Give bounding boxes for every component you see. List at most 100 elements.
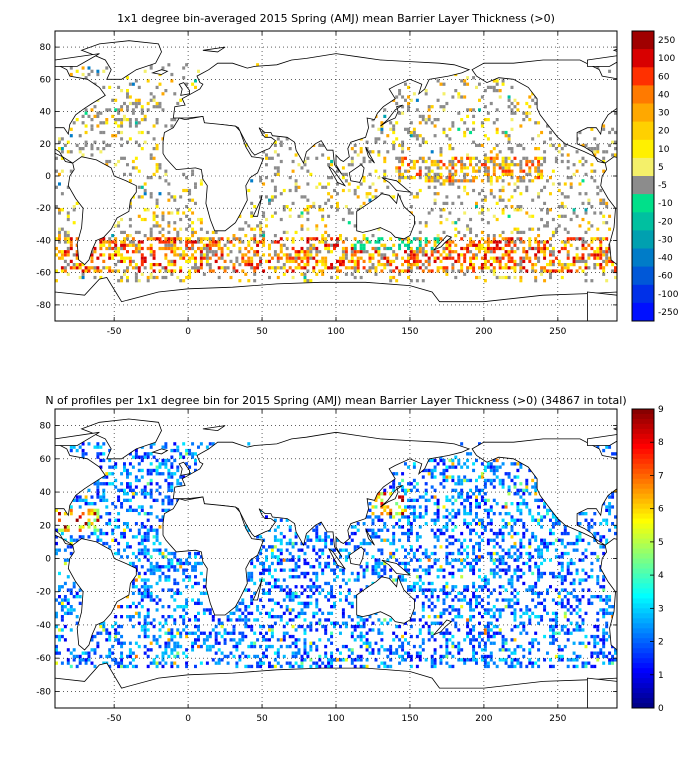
- data-cell: [164, 578, 168, 582]
- data-cell: [197, 611, 200, 616]
- data-cell: [421, 648, 425, 652]
- data-cell: [353, 263, 357, 267]
- data-cell: [173, 246, 177, 251]
- data-cell: [551, 234, 555, 238]
- data-cell: [436, 575, 440, 579]
- data-cell: [409, 618, 413, 622]
- data-cell: [69, 651, 73, 655]
- data-cell: [244, 143, 248, 148]
- data-cell: [383, 179, 387, 183]
- data-cell: [386, 621, 390, 625]
- data-cell: [241, 618, 245, 622]
- data-cell: [433, 638, 437, 642]
- data-cell: [143, 615, 147, 619]
- data-cell: [285, 541, 289, 546]
- data-cell: [188, 188, 192, 193]
- data-cell: [81, 147, 85, 151]
- data-cell: [152, 498, 156, 503]
- data-cell: [223, 266, 227, 270]
- data-cell: [276, 638, 280, 642]
- data-cell: [602, 253, 606, 257]
- data-cell: [377, 518, 381, 522]
- data-cell: [270, 256, 274, 260]
- data-cell: [270, 156, 274, 160]
- data-cell: [383, 661, 387, 665]
- data-cell: [442, 485, 446, 489]
- data-cell: [93, 502, 97, 506]
- data-cell: [155, 221, 159, 225]
- data-cell: [114, 505, 118, 509]
- data-cell: [525, 163, 529, 167]
- data-cell: [84, 651, 88, 655]
- data-cell: [407, 176, 410, 180]
- data-cell: [614, 275, 617, 280]
- data-cell: [191, 240, 195, 244]
- data-cell: [451, 541, 455, 546]
- data-cell: [158, 246, 162, 251]
- data-cell: [146, 279, 150, 283]
- gridlines: [55, 31, 617, 321]
- data-cell: [194, 624, 197, 629]
- data-cell: [442, 475, 446, 479]
- data-cell: [288, 525, 292, 529]
- data-cell: [303, 253, 307, 257]
- data-cell: [155, 535, 159, 539]
- data-cell: [424, 121, 428, 125]
- data-cell: [433, 134, 437, 138]
- data-cell: [356, 195, 360, 199]
- data-cell: [149, 266, 153, 270]
- data-cell: [312, 266, 316, 270]
- data-cell: [324, 651, 328, 655]
- data-cell: [75, 591, 79, 596]
- data-cell: [235, 618, 239, 622]
- data-cell: [58, 182, 61, 186]
- data-cell: [149, 468, 153, 473]
- data-cell: [318, 664, 322, 669]
- data-cell: [513, 269, 517, 273]
- data-cell: [489, 658, 493, 662]
- data-cell: [442, 472, 446, 476]
- data-cell: [146, 535, 150, 539]
- data-cell: [401, 163, 405, 167]
- data-cell: [516, 227, 520, 231]
- data-cell: [507, 156, 511, 160]
- data-cell: [350, 601, 354, 606]
- data-cell: [492, 605, 496, 609]
- data-cell: [279, 256, 283, 260]
- data-cell: [297, 555, 301, 559]
- data-cell: [270, 575, 274, 579]
- data-cell: [158, 598, 162, 602]
- data-cell: [380, 568, 384, 572]
- data-cell: [362, 641, 366, 645]
- data-cell: [117, 605, 121, 609]
- data-cell: [418, 575, 422, 579]
- data-cell: [451, 565, 455, 569]
- data-cell: [442, 269, 446, 273]
- data-cell: [540, 130, 544, 135]
- data-cell: [501, 179, 505, 183]
- data-cell: [282, 230, 286, 235]
- data-cell: [566, 240, 570, 244]
- data-cell: [179, 269, 183, 273]
- data-cell: [433, 124, 437, 128]
- data-cell: [128, 505, 132, 509]
- data-cell: [149, 478, 153, 483]
- data-cell: [72, 608, 76, 612]
- data-cell: [608, 130, 612, 135]
- data-cell: [185, 631, 189, 635]
- data-cell: [268, 598, 271, 602]
- data-cell: [374, 272, 378, 276]
- data-cell: [392, 482, 396, 486]
- data-cell: [448, 176, 452, 180]
- data-cell: [501, 266, 505, 270]
- data-cell: [451, 641, 455, 645]
- data-cell: [457, 179, 461, 183]
- data-cell: [306, 217, 310, 222]
- data-cell: [380, 256, 384, 260]
- data-cell: [489, 250, 493, 254]
- data-cell: [202, 631, 206, 635]
- data-cell: [288, 634, 292, 639]
- data-cell: [58, 237, 61, 241]
- data-cell: [492, 512, 496, 516]
- data-cell: [486, 608, 490, 612]
